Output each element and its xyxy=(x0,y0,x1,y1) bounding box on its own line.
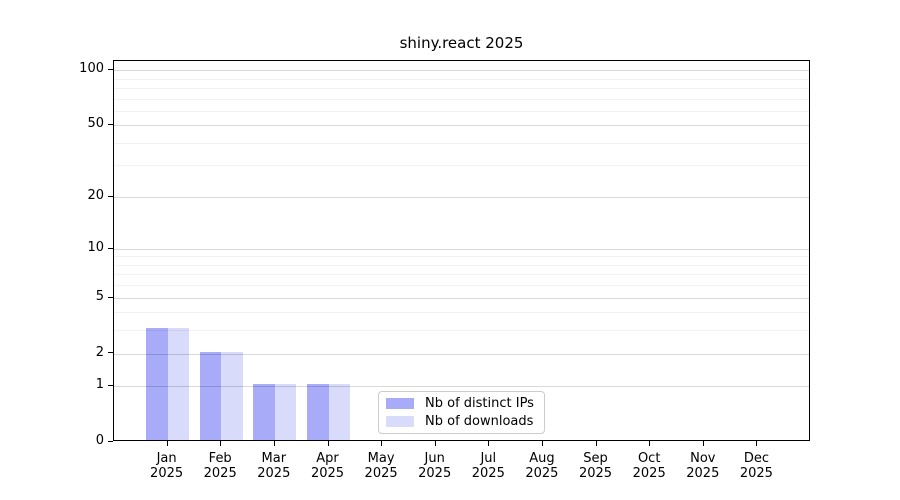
x-tick-mark xyxy=(541,441,543,446)
x-tick-mark xyxy=(434,441,436,446)
bar-feb-downloads xyxy=(221,351,243,440)
x-tick-label: May 2025 xyxy=(364,451,398,481)
x-tick-label: Dec 2025 xyxy=(739,451,773,481)
bars-layer xyxy=(114,61,809,440)
plot-area xyxy=(113,60,810,441)
legend-item: Nb of downloads xyxy=(386,414,536,429)
legend-label-downloads: Nb of downloads xyxy=(425,414,534,429)
x-tick-label: Apr 2025 xyxy=(310,451,345,481)
y-tick-mark xyxy=(108,385,113,386)
bar-mar-downloads xyxy=(274,384,297,440)
x-tick-label: Jan 2025 xyxy=(150,451,184,481)
x-tick-mark xyxy=(166,441,168,446)
y-tick-label: 0 xyxy=(95,433,104,448)
legend-item: Nb of distinct IPs xyxy=(386,396,536,411)
y-tick-label: 50 xyxy=(87,116,104,132)
y-tick-mark xyxy=(108,441,113,442)
x-tick-label: Sep 2025 xyxy=(578,451,613,481)
x-tick-label: Mar 2025 xyxy=(257,451,291,481)
bar-apr-ips xyxy=(307,384,329,440)
x-tick-mark xyxy=(220,441,222,446)
bar-feb-ips xyxy=(199,351,222,440)
x-tick-mark xyxy=(327,441,329,446)
y-tick-label: 100 xyxy=(79,61,104,76)
y-tick-label: 10 xyxy=(87,239,104,255)
y-tick-label: 2 xyxy=(95,344,104,360)
legend-label-distinct-ips: Nb of distinct IPs xyxy=(425,396,534,411)
y-tick-mark xyxy=(108,69,113,70)
y-tick-mark xyxy=(108,248,113,249)
x-tick-label: Oct 2025 xyxy=(632,451,666,481)
bar-apr-downloads xyxy=(328,384,350,440)
bar-jan-ips xyxy=(146,328,168,440)
legend: Nb of distinct IPs Nb of downloads xyxy=(378,391,545,434)
x-tick-label: Jul 2025 xyxy=(471,451,505,481)
chart-title: shiny.react 2025 xyxy=(399,34,524,52)
x-tick-mark xyxy=(702,441,704,446)
y-tick-label: 1 xyxy=(95,377,104,393)
y-tick-mark xyxy=(108,196,113,197)
y-tick-label: 5 xyxy=(95,288,104,304)
x-tick-mark xyxy=(649,441,651,446)
x-tick-label: Feb 2025 xyxy=(203,451,237,481)
y-tick-mark xyxy=(108,297,113,298)
bar-jan-downloads xyxy=(167,328,190,440)
x-tick-mark xyxy=(273,441,275,446)
y-tick-mark xyxy=(108,352,113,353)
x-tick-mark xyxy=(756,441,758,446)
y-tick-mark xyxy=(108,124,113,125)
legend-swatch-distinct-ips xyxy=(386,398,414,409)
x-tick-label: Aug 2025 xyxy=(525,451,559,481)
x-tick-mark xyxy=(381,441,383,446)
legend-swatch-downloads xyxy=(386,416,414,427)
bar-mar-ips xyxy=(253,384,275,440)
x-tick-mark xyxy=(488,441,490,446)
x-tick-label: Nov 2025 xyxy=(686,451,720,481)
x-tick-mark xyxy=(595,441,597,446)
y-tick-label: 20 xyxy=(87,187,104,203)
x-tick-label: Jun 2025 xyxy=(418,451,452,481)
